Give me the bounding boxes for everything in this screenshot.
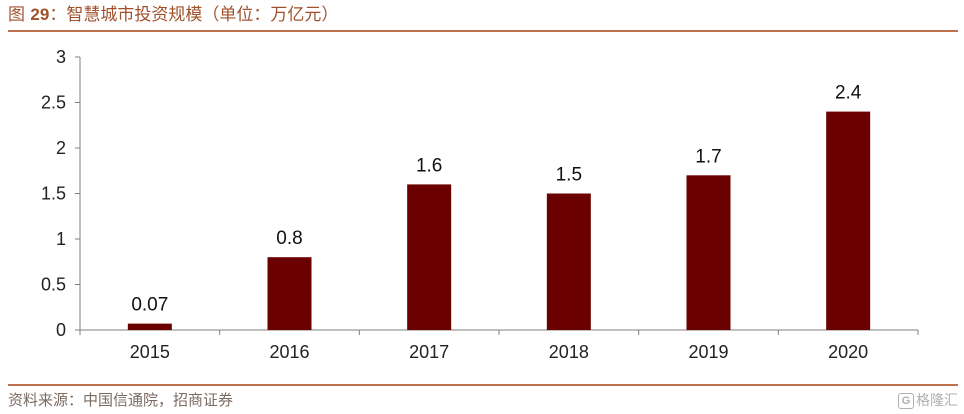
chart-title: 图 29：智慧城市投资规模（单位：万亿元） <box>8 2 338 28</box>
bar-2018 <box>546 193 591 330</box>
data-label-2015: 0.07 <box>131 295 168 316</box>
figure-title-text: ：智慧城市投资规模（单位：万亿元） <box>49 5 339 25</box>
data-label-2019: 1.7 <box>695 146 721 167</box>
x-tick-label-2015: 2015 <box>130 342 170 362</box>
x-tick-label-2017: 2017 <box>409 342 449 362</box>
x-tick-label-2016: 2016 <box>269 342 309 362</box>
data-label-2016: 0.8 <box>276 228 302 249</box>
bar-2017 <box>407 184 452 330</box>
y-tick-label: 3 <box>56 47 66 67</box>
title-divider <box>8 30 958 32</box>
y-tick-label: 2.5 <box>41 93 66 113</box>
watermark: G 格隆汇 <box>898 389 958 411</box>
bar-2016 <box>267 257 312 330</box>
data-label-2018: 1.5 <box>556 165 582 186</box>
figure-number: 29 <box>30 5 50 24</box>
y-tick-label: 0 <box>56 320 66 340</box>
y-tick-label: 2 <box>56 138 66 158</box>
x-tick-label-2018: 2018 <box>549 342 589 362</box>
data-label-2017: 1.6 <box>416 155 442 176</box>
watermark-logo-icon: G <box>898 393 914 410</box>
bar-2020 <box>826 111 871 330</box>
data-label-2020: 2.4 <box>835 83 862 104</box>
y-tick-label: 0.5 <box>41 275 66 295</box>
x-tick-label-2020: 2020 <box>828 342 868 362</box>
bar-2019 <box>686 175 731 330</box>
x-tick-label-2019: 2019 <box>688 342 728 362</box>
y-tick-label: 1 <box>56 229 66 249</box>
watermark-text: 格隆汇 <box>916 392 958 408</box>
y-tick-label: 1.5 <box>41 184 66 204</box>
bar-2015 <box>127 323 172 330</box>
footer-divider <box>8 384 958 386</box>
figure-label: 图 <box>8 5 25 25</box>
bar-chart: 0 0.5 1 1.5 2 2.5 3 0.07 2015 0.8 2016 1.6 2017 1.5 20… <box>41 47 919 362</box>
source-note: 资料来源：中国信通院，招商证券 <box>8 391 234 409</box>
